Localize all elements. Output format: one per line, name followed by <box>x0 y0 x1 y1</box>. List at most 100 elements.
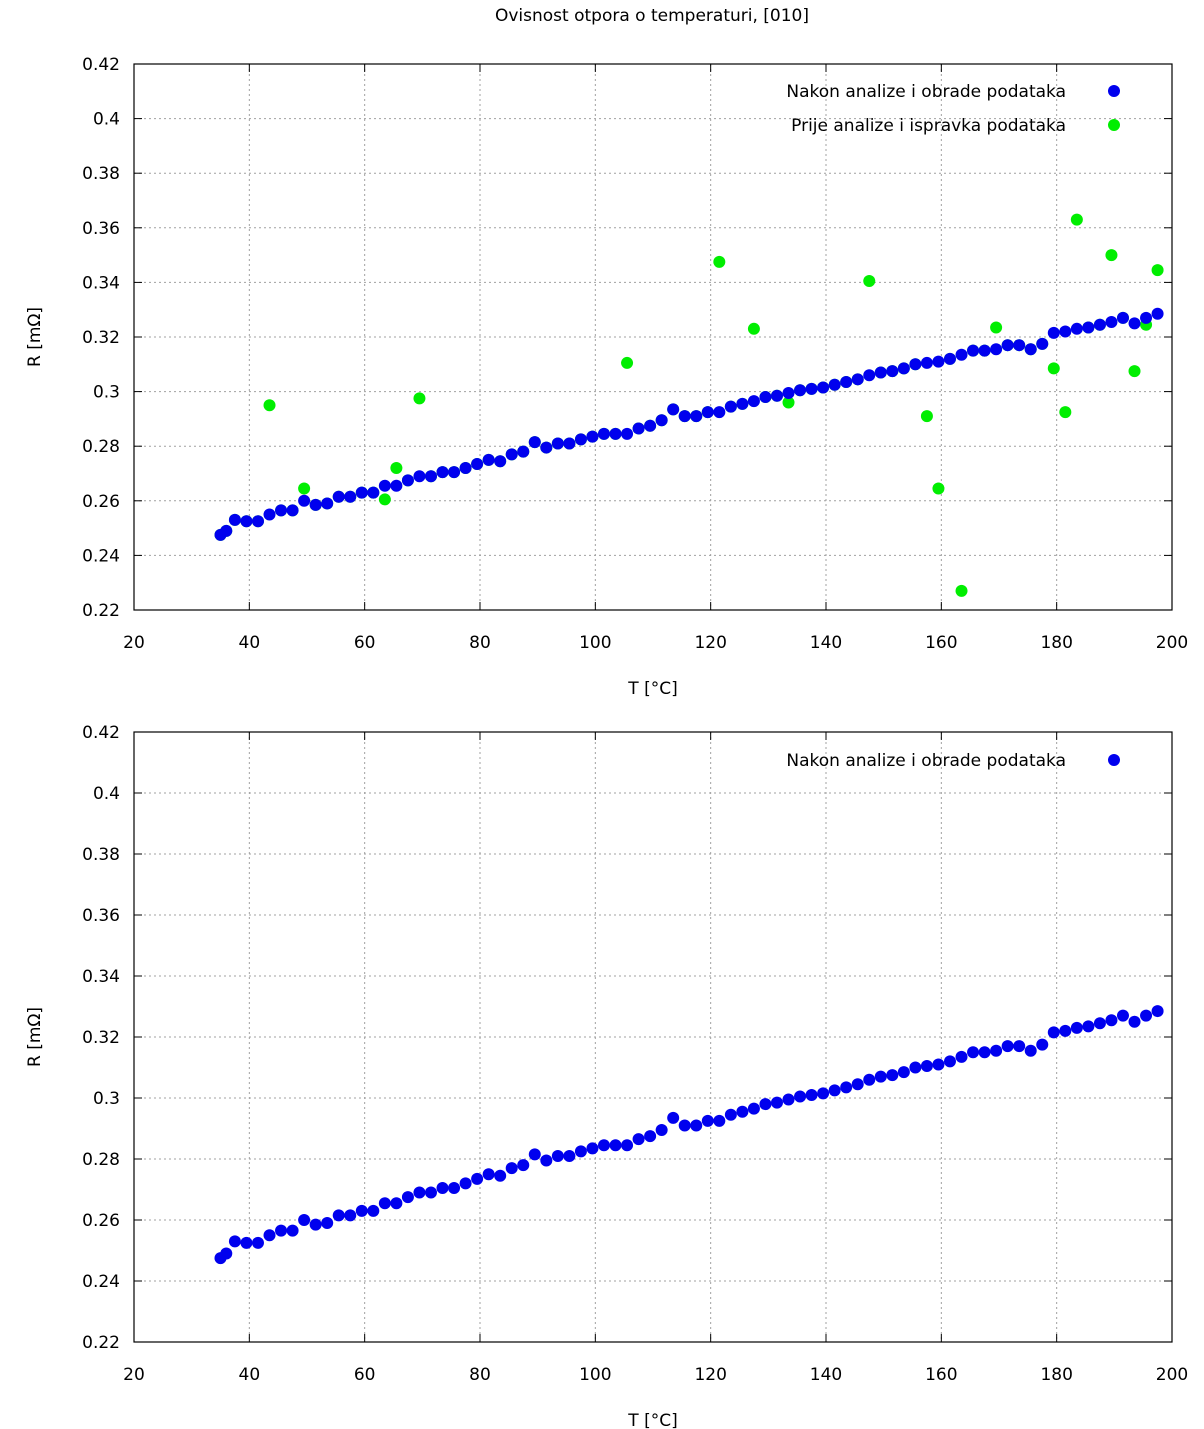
data-point-series-0 <box>1001 339 1014 352</box>
y-tick-label: 0.36 <box>82 906 120 926</box>
data-point-series-0 <box>298 1214 311 1226</box>
data-point-series-0 <box>1140 311 1153 324</box>
data-point-series-1 <box>990 321 1003 334</box>
data-point-series-0 <box>263 1229 276 1242</box>
data-point-series-0 <box>967 1046 980 1059</box>
legend-label: Nakon analize i obrade podataka <box>786 751 1066 771</box>
data-point-series-0 <box>909 1061 922 1074</box>
data-point-series-0 <box>886 1069 899 1082</box>
data-point-series-0 <box>1082 1020 1095 1033</box>
data-point-series-0 <box>275 1224 288 1237</box>
top-chart: 20 40 60 80 100 120 140 160 180 200 0.22 0.24 0.26 0.… <box>25 55 1188 699</box>
y-tick-label: 0.3 <box>93 1089 120 1109</box>
y-axis-label: R [mΩ] <box>25 1007 45 1067</box>
data-point-series-0 <box>251 515 264 528</box>
data-point-series-0 <box>263 508 276 521</box>
data-point-series-0 <box>736 397 749 410</box>
data-point-series-0 <box>1001 1040 1014 1053</box>
x-tick-label: 40 <box>239 1365 261 1385</box>
data-point-series-0 <box>436 466 449 479</box>
data-point-series-0 <box>1093 318 1106 331</box>
data-point-series-1 <box>263 399 276 412</box>
data-point-series-0 <box>701 406 714 419</box>
legend-label: Prije analize i ispravka podataka <box>791 116 1066 136</box>
data-point-series-0 <box>494 1169 507 1182</box>
data-point-series-0 <box>713 1114 726 1127</box>
legend-label: Nakon analize i obrade podataka <box>786 82 1066 102</box>
data-point-series-0 <box>955 348 968 361</box>
data-point-series-0 <box>690 410 703 423</box>
data-point-series-0 <box>1070 322 1083 335</box>
data-point-series-1 <box>378 493 391 506</box>
data-point-series-0 <box>1128 317 1141 330</box>
x-tick-label: 100 <box>579 1365 611 1385</box>
x-tick-label: 120 <box>694 1365 726 1385</box>
data-point-series-0 <box>1024 343 1037 356</box>
data-point-series-0 <box>840 1081 853 1094</box>
data-point-series-0 <box>828 378 841 391</box>
data-point-series-1 <box>1151 264 1164 277</box>
data-point-series-0 <box>471 1172 484 1185</box>
data-point-series-0 <box>644 1130 657 1143</box>
data-point-series-0 <box>574 1145 587 1158</box>
data-point-series-0 <box>794 1090 807 1103</box>
data-point-series-0 <box>897 1066 910 1079</box>
data-point-series-0 <box>747 1102 760 1115</box>
data-point-series-0 <box>459 1177 472 1190</box>
data-point-series-0 <box>621 427 634 440</box>
x-tick-label: 20 <box>123 633 145 653</box>
data-point-series-0 <box>782 1093 795 1106</box>
data-point-series-0 <box>517 445 530 458</box>
data-point-series-0 <box>1105 315 1118 328</box>
data-point-series-0 <box>367 486 380 499</box>
y-tick-label: 0.42 <box>82 55 120 75</box>
data-point-series-0 <box>932 1058 945 1071</box>
data-point-series-0 <box>344 490 357 503</box>
data-point-series-0 <box>1047 326 1060 339</box>
x-tick-label: 200 <box>1156 1365 1188 1385</box>
data-point-series-0 <box>586 1142 599 1155</box>
data-point-series-0 <box>978 1046 991 1059</box>
data-point-series-0 <box>355 486 368 499</box>
y-axis-label: R [mΩ] <box>25 307 45 367</box>
y-tick-label: 0.28 <box>82 1150 120 1170</box>
data-point-series-0 <box>551 1149 564 1162</box>
data-point-series-0 <box>655 1124 668 1137</box>
data-point-series-0 <box>759 391 772 404</box>
data-point-series-0 <box>851 373 864 386</box>
data-point-series-0 <box>390 479 403 492</box>
data-point-series-0 <box>448 466 461 479</box>
data-point-series-1 <box>1105 249 1118 262</box>
data-point-series-0 <box>1047 1026 1060 1039</box>
x-tick-label: 80 <box>469 1365 491 1385</box>
data-point-series-0 <box>1093 1017 1106 1030</box>
data-point-series-0 <box>424 470 437 483</box>
data-point-series-0 <box>817 1087 830 1100</box>
data-point-series-1 <box>782 396 795 409</box>
data-point-series-0 <box>220 1247 233 1260</box>
data-point-series-0 <box>782 386 795 399</box>
x-tick-label: 160 <box>925 633 957 653</box>
data-point-series-0 <box>1024 1044 1037 1057</box>
y-tick-label: 0.22 <box>82 601 120 621</box>
data-point-series-0 <box>597 1139 610 1152</box>
x-tick-label: 180 <box>1040 633 1072 653</box>
data-point-series-0 <box>551 437 564 450</box>
y-tick-label: 0.42 <box>82 723 120 743</box>
y-tick-label: 0.24 <box>82 546 120 566</box>
data-point-series-0 <box>863 1073 876 1086</box>
data-point-series-0 <box>967 344 980 357</box>
data-point-series-0 <box>1116 1009 1129 1022</box>
x-tick-label: 40 <box>239 633 261 653</box>
data-point-series-0 <box>644 419 657 432</box>
x-axis-label: T [°C] <box>627 679 677 699</box>
data-point-series-1 <box>413 392 426 405</box>
y-tick-label: 0.28 <box>82 437 120 457</box>
data-point-series-0 <box>886 365 899 378</box>
y-tick-label: 0.32 <box>82 1028 120 1048</box>
data-point-series-0 <box>909 358 922 371</box>
data-point-series-0 <box>621 1139 634 1152</box>
data-point-series-0 <box>220 524 233 537</box>
data-point-series-0 <box>286 1224 299 1237</box>
data-point-series-0 <box>667 1111 680 1124</box>
